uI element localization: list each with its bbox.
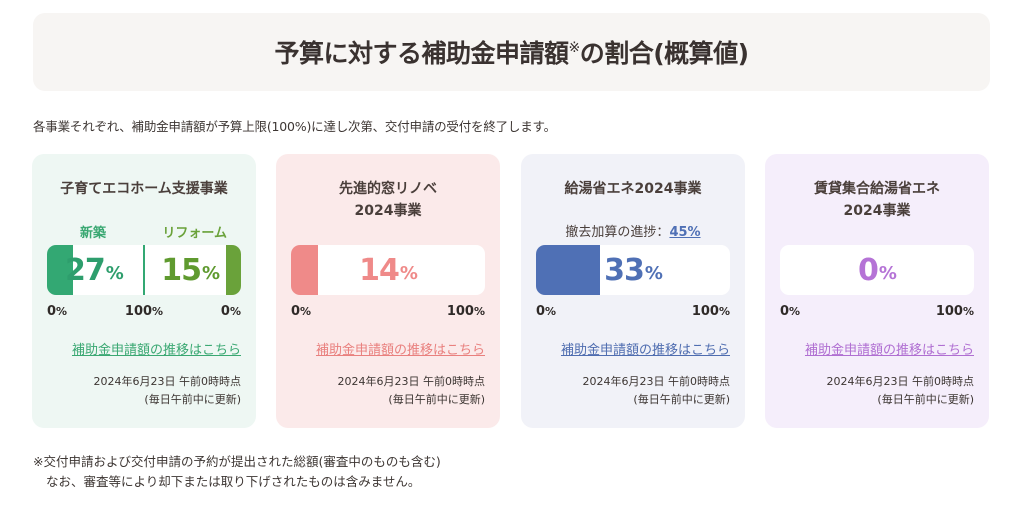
as-of-timestamp: 2024年6月23日 午前0時時点 (毎日午前中に更新) [94, 373, 241, 409]
segment-label-new: 新築 [80, 226, 107, 241]
title-suffix: の割合(概算値) [579, 39, 749, 68]
title-banner: 予算に対する補助金申請額※の割合(概算値) [33, 13, 990, 91]
progress-fill [536, 245, 601, 295]
progress-bar: 0% [780, 245, 974, 295]
update-note: (毎日午前中に更新) [144, 393, 241, 406]
removal-progress-link[interactable]: 45% [669, 225, 701, 240]
scale-min: 0% [291, 304, 312, 319]
bar-divider [143, 245, 145, 295]
as-of-timestamp: 2024年6月23日 午前0時時点 (毎日午前中に更新) [827, 373, 974, 409]
program-card-rental-water-heater: 賃貸集合給湯省エネ 2024事業 0% 0% 100% 補助金申請額の推移はこち… [765, 154, 989, 428]
program-name: 子育てエコホーム支援事業 [60, 181, 228, 197]
removal-progress-label: 撤去加算の進捗： [565, 225, 670, 240]
progress-value: 14% [291, 245, 485, 295]
progress-new: 27% [47, 245, 144, 295]
footnote-line-2: なお、審査等により却下または取り下げされたものは含みません。 [46, 474, 421, 489]
progress-fill-new [47, 245, 74, 295]
removal-progress-note: 撤去加算の進捗：45% [521, 221, 745, 240]
program-card-water-heater: 給湯省エネ2024事業 撤去加算の進捗：45% 33% 0% 100% 補助金申… [521, 154, 745, 428]
value-number: 27 [65, 252, 106, 288]
program-card-kosodate-ecohome: 子育てエコホーム支援事業 新築 リフォーム 27% 15% 0% 100% 0%… [32, 154, 256, 428]
scale-max: 100% [446, 304, 485, 319]
value-unit: % [399, 262, 418, 284]
scale-min: 0% [536, 304, 557, 319]
scale-min-right: 0% [220, 304, 241, 319]
progress-value: 0% [780, 245, 974, 295]
scale-max: 100% [935, 304, 974, 319]
progress-value-reform: 15% [144, 245, 241, 295]
value-number: 33 [604, 252, 645, 288]
as-of-date: 2024年6月23日 午前0時時点 [93, 375, 241, 388]
title-footnote-mark: ※ [568, 40, 580, 56]
as-of-timestamp: 2024年6月23日 午前0時時点 (毎日午前中に更新) [583, 373, 730, 409]
as-of-timestamp: 2024年6月23日 午前0時時点 (毎日午前中に更新) [338, 373, 485, 409]
update-note: (毎日午前中に更新) [877, 393, 974, 406]
progress-bar: 14% [291, 245, 485, 295]
footnote-line-1: ※交付申請および交付申請の予約が提出された総額(審査中のものも含む) [33, 454, 441, 469]
progress-bar-split: 27% 15% [47, 245, 241, 295]
program-card-window-renovation: 先進的窓リノベ 2024事業 14% 0% 100% 補助金申請額の推移はこちら… [276, 154, 500, 428]
as-of-date: 2024年6月23日 午前0時時点 [582, 375, 730, 388]
value-number: 0 [858, 252, 879, 288]
progress-fill [291, 245, 319, 295]
scale-max: 100% [691, 304, 730, 319]
program-name: 先進的窓リノベ 2024事業 [339, 181, 437, 219]
value-unit: % [105, 262, 124, 284]
value-number: 15 [161, 252, 202, 288]
page-title: 予算に対する補助金申請額※の割合(概算値) [274, 34, 749, 70]
title-main: 予算に対する補助金申請額 [274, 39, 569, 68]
scale-min-left: 0% [47, 304, 68, 319]
program-name: 賃貸集合給湯省エネ 2024事業 [814, 181, 940, 219]
footnote: ※交付申請および交付申請の予約が提出された総額(審査中のものも含む) なお、審査… [33, 452, 441, 492]
progress-reform: 15% [144, 245, 241, 295]
progress-value: 33% [536, 245, 730, 295]
value-unit: % [644, 262, 663, 284]
scale-min: 0% [780, 304, 801, 319]
value-unit: % [878, 262, 897, 284]
update-note: (毎日午前中に更新) [388, 393, 485, 406]
scale-max-mid: 100% [124, 304, 164, 319]
as-of-date: 2024年6月23日 午前0時時点 [826, 375, 974, 388]
value-number: 14 [359, 252, 400, 288]
history-link[interactable]: 補助金申請額の推移はこちら [315, 343, 485, 358]
history-link[interactable]: 補助金申請額の推移はこちら [560, 343, 730, 358]
progress-bar: 33% [536, 245, 730, 295]
history-link[interactable]: 補助金申請額の推移はこちら [804, 343, 974, 358]
history-link[interactable]: 補助金申請額の推移はこちら [71, 343, 241, 358]
progress-value-new: 27% [47, 245, 144, 295]
update-note: (毎日午前中に更新) [633, 393, 730, 406]
value-unit: % [201, 262, 220, 284]
as-of-date: 2024年6月23日 午前0時時点 [337, 375, 485, 388]
progress-fill-reform [226, 245, 241, 295]
intro-text: 各事業それぞれ、補助金申請額が予算上限(100%)に達し次第、交付申請の受付を終… [33, 119, 556, 134]
program-name: 給湯省エネ2024事業 [564, 181, 702, 197]
segment-label-reform: リフォーム [162, 226, 227, 241]
